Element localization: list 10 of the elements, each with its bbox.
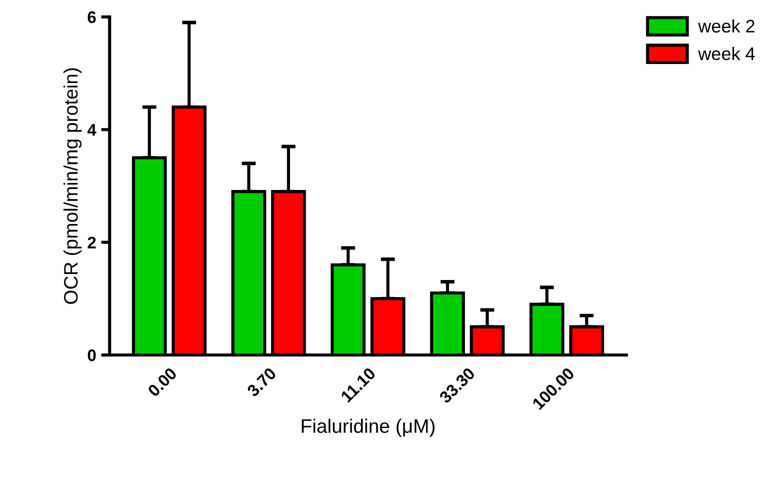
x-tick-label: 0.00 — [147, 366, 178, 398]
y-axis-title: OCR (pmol/min/mg protein) — [63, 68, 82, 304]
y-tick-label: 6 — [88, 11, 96, 24]
y-tick-label: 2 — [88, 236, 96, 248]
legend-label: week 2 — [698, 19, 754, 33]
x-axis-title: Fialuridine (μM) — [302, 418, 435, 437]
x-tick-label: 3.70 — [246, 366, 277, 398]
legend-label: week 4 — [698, 46, 755, 60]
y-tick-label: 0 — [88, 349, 96, 362]
y-tick-label: 4 — [87, 124, 96, 136]
